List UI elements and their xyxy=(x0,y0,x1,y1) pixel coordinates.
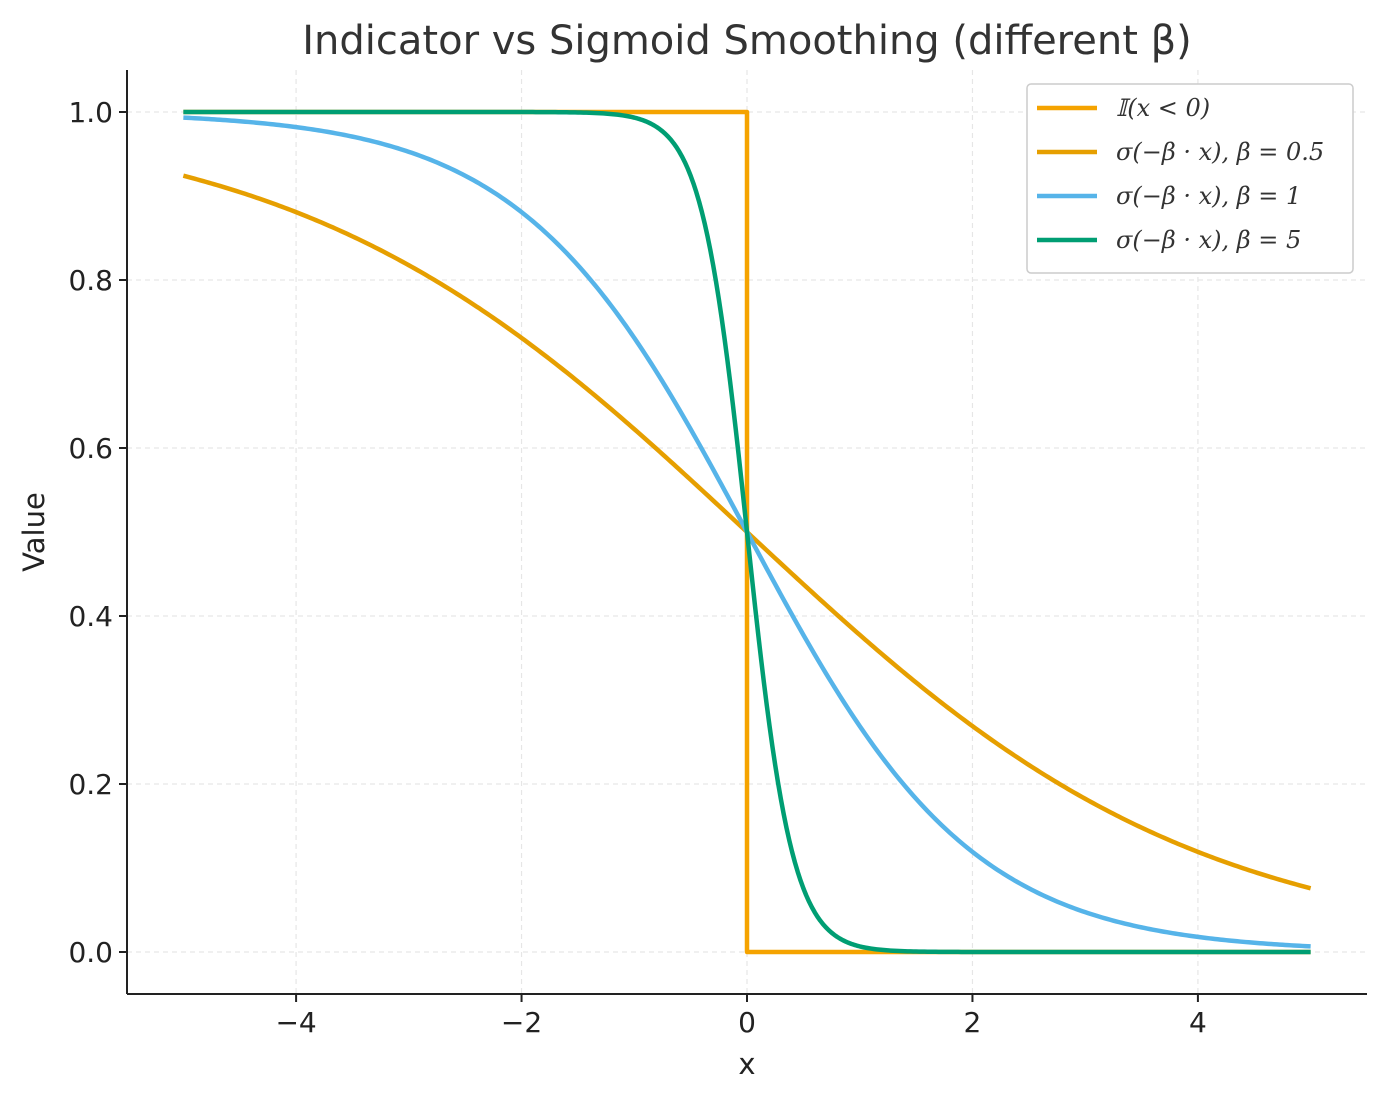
y-tick-label-1: 0.2 xyxy=(68,768,113,801)
y-tick-label-3: 0.6 xyxy=(68,432,113,465)
legend-label-0: 𝕀(x < 0) xyxy=(1116,94,1210,122)
series-line-3 xyxy=(183,109,1311,955)
x-tick-label-3: 2 xyxy=(964,1006,982,1039)
legend-label-1: σ(−β · x), β = 0.5 xyxy=(1116,138,1324,166)
y-tick-label-2: 0.4 xyxy=(68,600,113,633)
chart-title: Indicator vs Sigmoid Smoothing (differen… xyxy=(302,18,1192,64)
legend-label-2: σ(−β · x), β = 1 xyxy=(1116,182,1301,210)
y-axis-label: Value xyxy=(17,492,51,572)
x-axis-label: x xyxy=(738,1047,755,1081)
x-tick-label-4: 4 xyxy=(1189,1006,1207,1039)
x-tick-label-1: −2 xyxy=(501,1006,542,1039)
legend-box xyxy=(1026,83,1354,274)
y-tick-label-4: 0.8 xyxy=(68,264,113,297)
y-tick-label-5: 1.0 xyxy=(68,96,113,129)
x-tick-label-0: −4 xyxy=(275,1006,316,1039)
series-group xyxy=(182,109,1312,955)
ticks: −4 −2 0 2 4 0.0 0.2 0.4 0.6 0.8 1.0 xyxy=(68,96,1206,1039)
y-tick-label-0: 0.0 xyxy=(68,936,113,969)
x-tick-label-2: 0 xyxy=(738,1006,756,1039)
legend: 𝕀(x < 0) σ(−β · x), β = 0.5 σ(−β · x), β =… xyxy=(1026,83,1354,274)
legend-label-3: σ(−β · x), β = 5 xyxy=(1116,226,1301,254)
